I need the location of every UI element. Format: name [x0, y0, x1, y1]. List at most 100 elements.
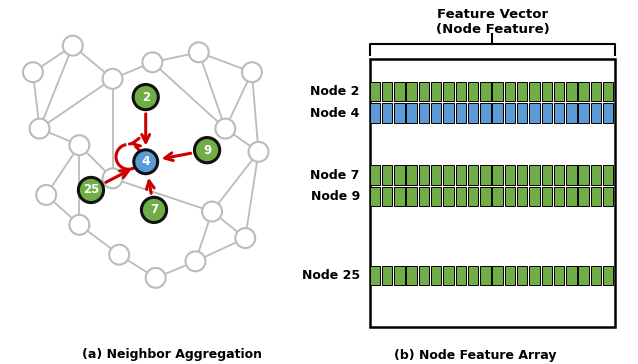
Bar	[493, 82, 503, 101]
Text: Node 4: Node 4	[311, 107, 360, 119]
Bar	[456, 266, 466, 285]
Bar	[468, 266, 478, 285]
Bar	[394, 266, 404, 285]
Bar	[406, 82, 417, 101]
Text: 4: 4	[142, 155, 150, 168]
Bar	[591, 266, 601, 285]
Bar	[554, 103, 564, 123]
Bar	[431, 187, 441, 206]
Text: Node 9: Node 9	[311, 190, 360, 203]
Bar	[517, 266, 528, 285]
Bar	[591, 165, 601, 185]
Circle shape	[134, 150, 158, 174]
Bar	[480, 165, 491, 185]
Bar	[579, 82, 589, 101]
Bar	[369, 103, 380, 123]
Bar	[591, 82, 601, 101]
Bar	[566, 82, 577, 101]
Bar	[603, 82, 613, 101]
Circle shape	[142, 52, 162, 72]
Text: (Node Feature): (Node Feature)	[436, 23, 549, 36]
Bar	[542, 165, 552, 185]
Bar	[468, 165, 478, 185]
Bar	[443, 103, 454, 123]
Text: Node 7: Node 7	[311, 169, 360, 182]
Bar	[591, 187, 601, 206]
Bar	[468, 187, 478, 206]
Text: Feature Vector: Feature Vector	[437, 8, 548, 21]
Bar	[603, 165, 613, 185]
Bar	[456, 165, 466, 185]
Bar	[382, 187, 392, 206]
Bar	[542, 187, 552, 206]
Bar	[505, 266, 515, 285]
Circle shape	[186, 252, 205, 271]
Bar	[406, 187, 417, 206]
Text: Node 25: Node 25	[302, 269, 360, 282]
Bar	[431, 165, 441, 185]
Text: (a) Neighbor Aggregation: (a) Neighbor Aggregation	[82, 348, 262, 361]
Bar	[468, 103, 478, 123]
Bar	[603, 266, 613, 285]
Bar	[517, 187, 528, 206]
Bar	[542, 103, 552, 123]
Circle shape	[63, 36, 83, 56]
Bar	[579, 165, 589, 185]
Bar	[554, 165, 564, 185]
Circle shape	[242, 62, 262, 82]
Bar	[431, 266, 441, 285]
Bar	[554, 82, 564, 101]
Circle shape	[78, 177, 103, 203]
Bar	[382, 165, 392, 185]
Text: 9: 9	[203, 144, 211, 157]
Bar	[456, 82, 466, 101]
Bar	[382, 266, 392, 285]
Circle shape	[23, 62, 43, 82]
Circle shape	[142, 197, 167, 222]
Bar	[443, 187, 454, 206]
Bar	[603, 103, 613, 123]
Bar	[480, 103, 491, 123]
Circle shape	[29, 119, 50, 139]
Bar	[419, 165, 429, 185]
Bar	[394, 187, 404, 206]
Bar	[493, 103, 503, 123]
Bar	[505, 103, 515, 123]
Text: (b) Node Feature Array: (b) Node Feature Array	[394, 349, 556, 362]
Bar	[394, 82, 404, 101]
Bar	[530, 266, 540, 285]
Circle shape	[103, 169, 122, 188]
Bar	[419, 187, 429, 206]
Bar	[394, 165, 404, 185]
Bar	[542, 82, 552, 101]
Bar	[406, 266, 417, 285]
Bar	[431, 82, 441, 101]
Bar	[443, 266, 454, 285]
Circle shape	[36, 185, 56, 205]
Bar	[443, 165, 454, 185]
Bar	[382, 82, 392, 101]
Bar	[394, 103, 404, 123]
Bar	[579, 103, 589, 123]
Circle shape	[249, 142, 269, 162]
Bar	[382, 103, 392, 123]
Circle shape	[109, 245, 129, 265]
Bar	[369, 82, 380, 101]
Bar	[369, 59, 615, 327]
Bar	[480, 187, 491, 206]
Bar	[369, 165, 380, 185]
Text: 25: 25	[83, 183, 99, 197]
Bar	[443, 82, 454, 101]
Bar	[369, 266, 380, 285]
Bar	[493, 165, 503, 185]
Bar	[419, 82, 429, 101]
Circle shape	[216, 119, 235, 139]
Bar	[419, 103, 429, 123]
Circle shape	[70, 135, 89, 155]
Bar	[468, 82, 478, 101]
Bar	[406, 103, 417, 123]
Bar	[505, 165, 515, 185]
Bar	[456, 187, 466, 206]
Text: 2: 2	[142, 91, 150, 104]
Circle shape	[103, 69, 122, 89]
